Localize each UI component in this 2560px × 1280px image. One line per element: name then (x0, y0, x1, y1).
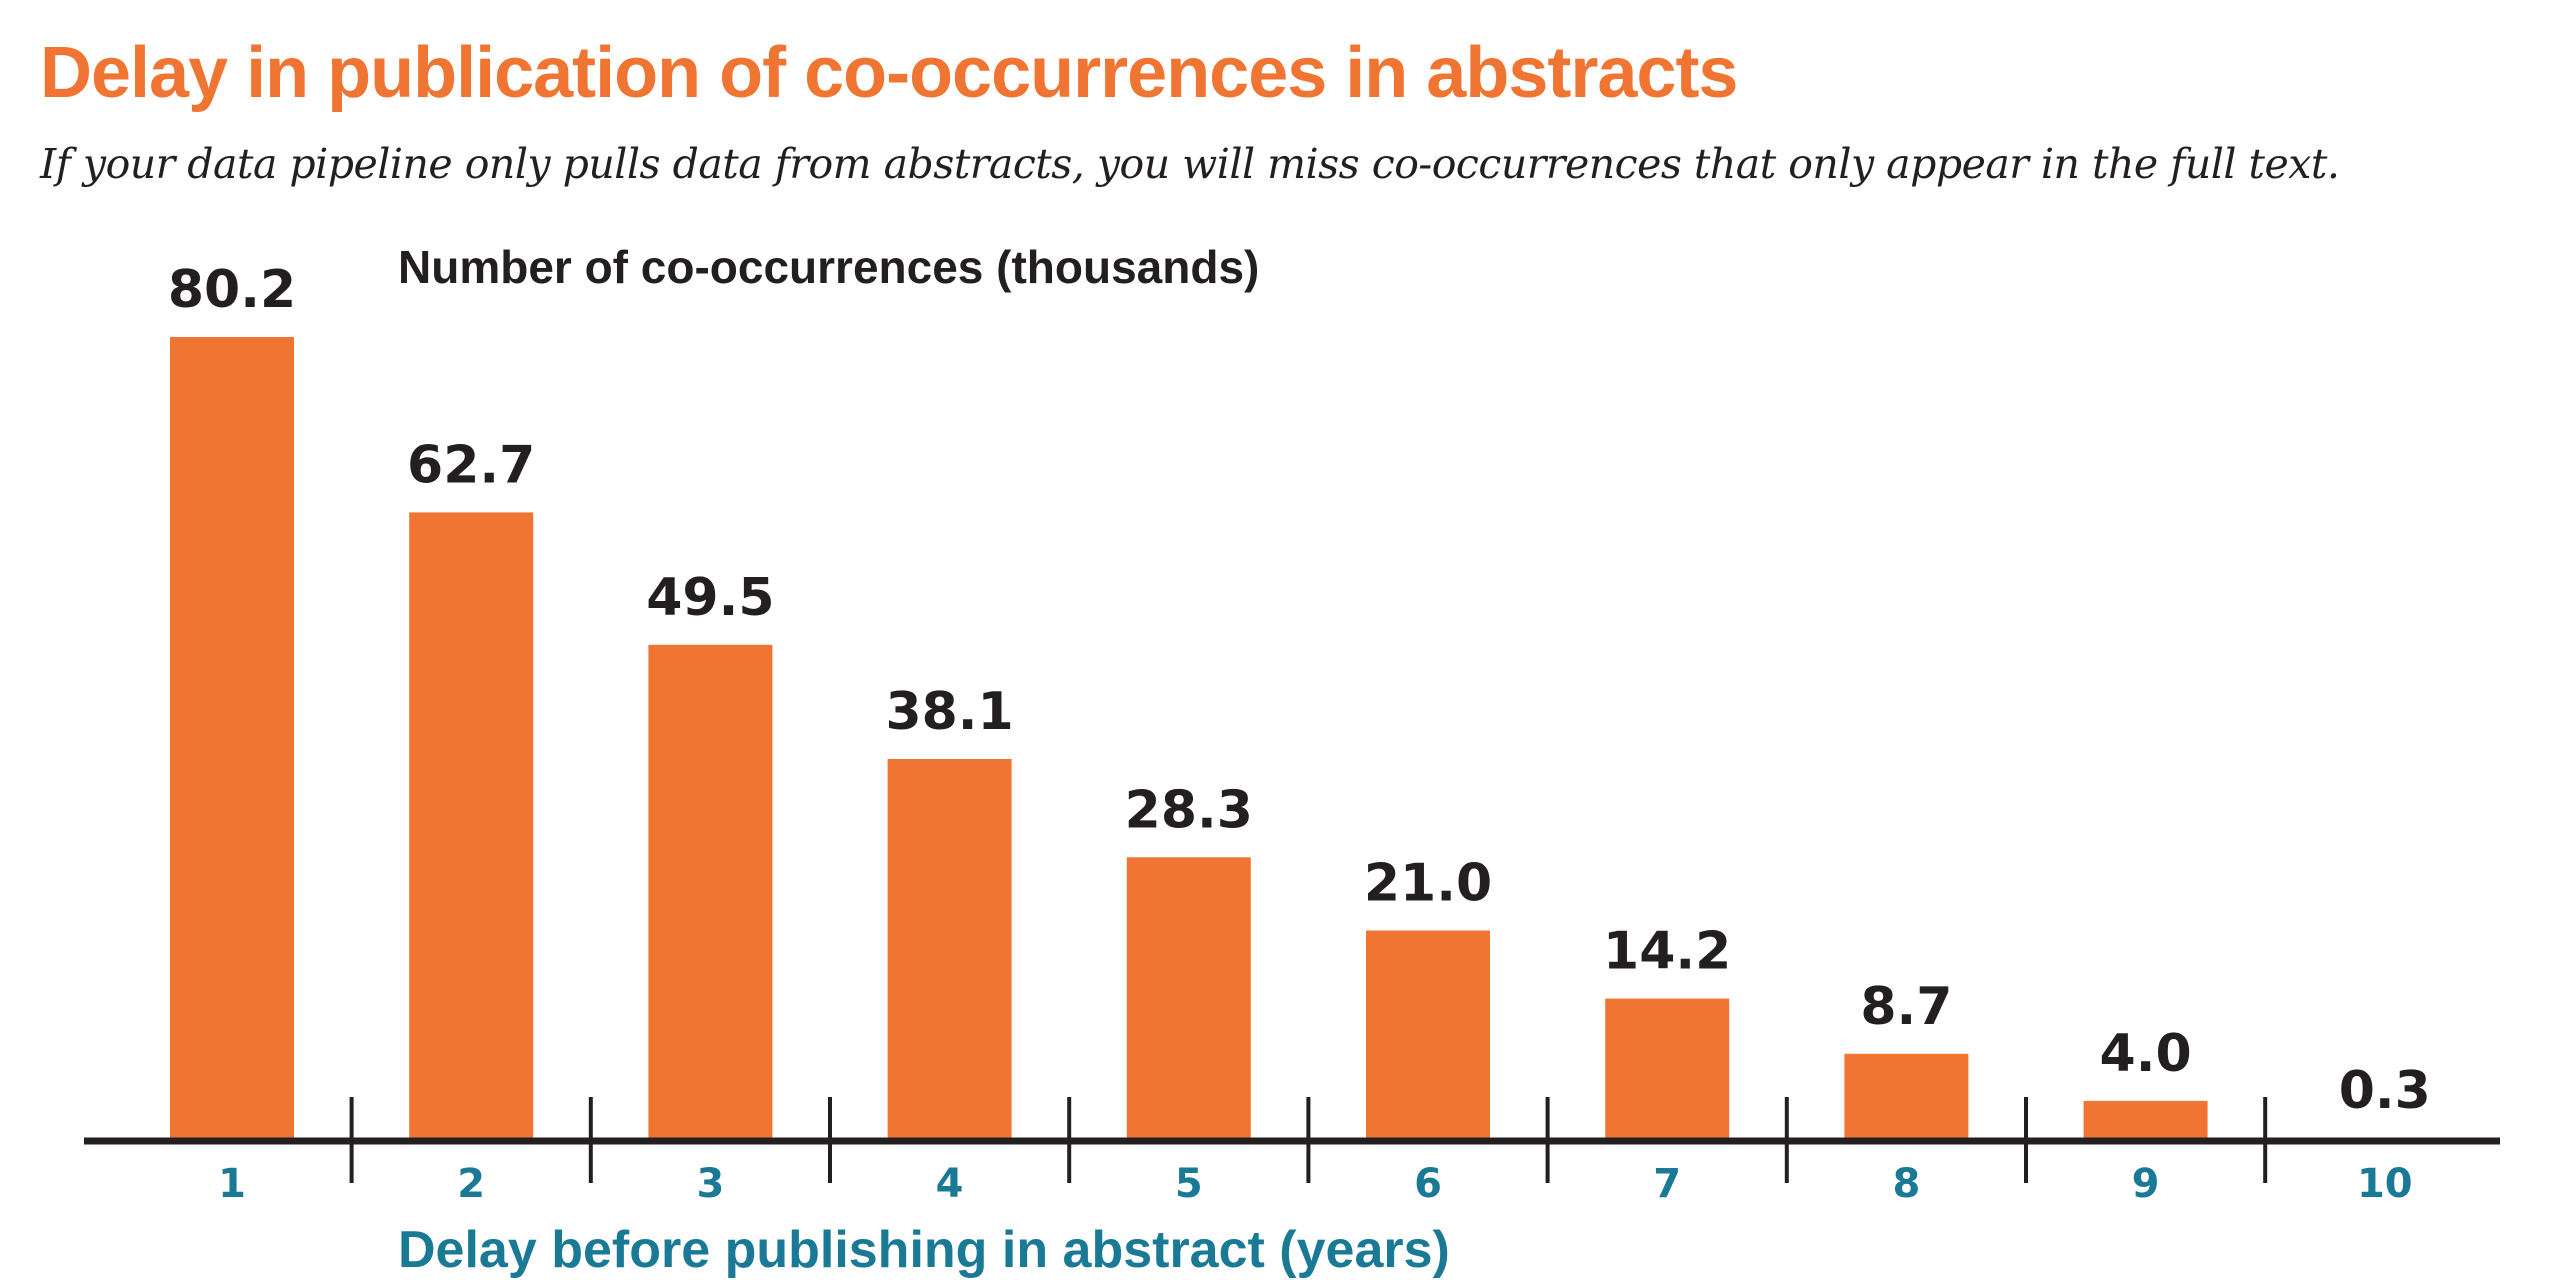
bars-group (170, 337, 2447, 1141)
value-label-6: 21.0 (1364, 854, 1492, 914)
chart-title: Delay in publication of co-occurrences i… (40, 33, 1738, 113)
value-label-2: 62.7 (407, 435, 535, 495)
value-labels-group: 80.2 62.7 49.5 38.1 28.3 21.0 14.2 8.7 4.0 0.3 (168, 260, 2431, 1121)
bar-6 (1366, 930, 1490, 1141)
value-label-5: 28.3 (1125, 780, 1253, 840)
value-label-3: 49.5 (646, 568, 774, 628)
x-axis-ticks-group (349, 1097, 2268, 1183)
x-tick-label-6: 6 (1414, 1161, 1442, 1207)
x-tick-label-5: 5 (1175, 1161, 1203, 1207)
bar-8 (1844, 1053, 1969, 1141)
y-axis-label: Number of co-occurrences (thousands) (398, 241, 1259, 293)
x-tick-label-8: 8 (1892, 1161, 1920, 1207)
value-label-4: 38.1 (885, 682, 1013, 742)
bar-5 (1126, 857, 1251, 1141)
x-axis-label: Delay before publishing in abstract (yea… (398, 1221, 1450, 1279)
value-label-7: 14.2 (1603, 922, 1731, 982)
chart-subtitle: If your data pipeline only pulls data fr… (40, 140, 2340, 188)
value-label-1: 80.2 (168, 260, 296, 320)
bar-4 (887, 759, 1012, 1141)
bar-2 (409, 512, 534, 1141)
x-tick-label-3: 3 (696, 1161, 724, 1207)
x-tick-label-9: 9 (2132, 1161, 2160, 1207)
x-tick-labels-group: 1 2 3 4 5 6 7 8 9 10 (218, 1161, 2413, 1207)
x-tick-label-1: 1 (218, 1161, 246, 1207)
bar-7 (1605, 998, 1730, 1141)
bar-9 (2083, 1100, 2208, 1141)
value-label-8: 8.7 (1860, 977, 1952, 1037)
x-tick-label-7: 7 (1653, 1161, 1681, 1207)
value-label-10: 0.3 (2339, 1061, 2431, 1121)
x-tick-label-10: 10 (2357, 1161, 2413, 1207)
x-tick-label-4: 4 (936, 1161, 964, 1207)
bar-1 (170, 337, 294, 1141)
bar-3 (648, 644, 773, 1141)
x-tick-label-2: 2 (457, 1161, 485, 1207)
value-label-9: 4.0 (2100, 1024, 2192, 1084)
